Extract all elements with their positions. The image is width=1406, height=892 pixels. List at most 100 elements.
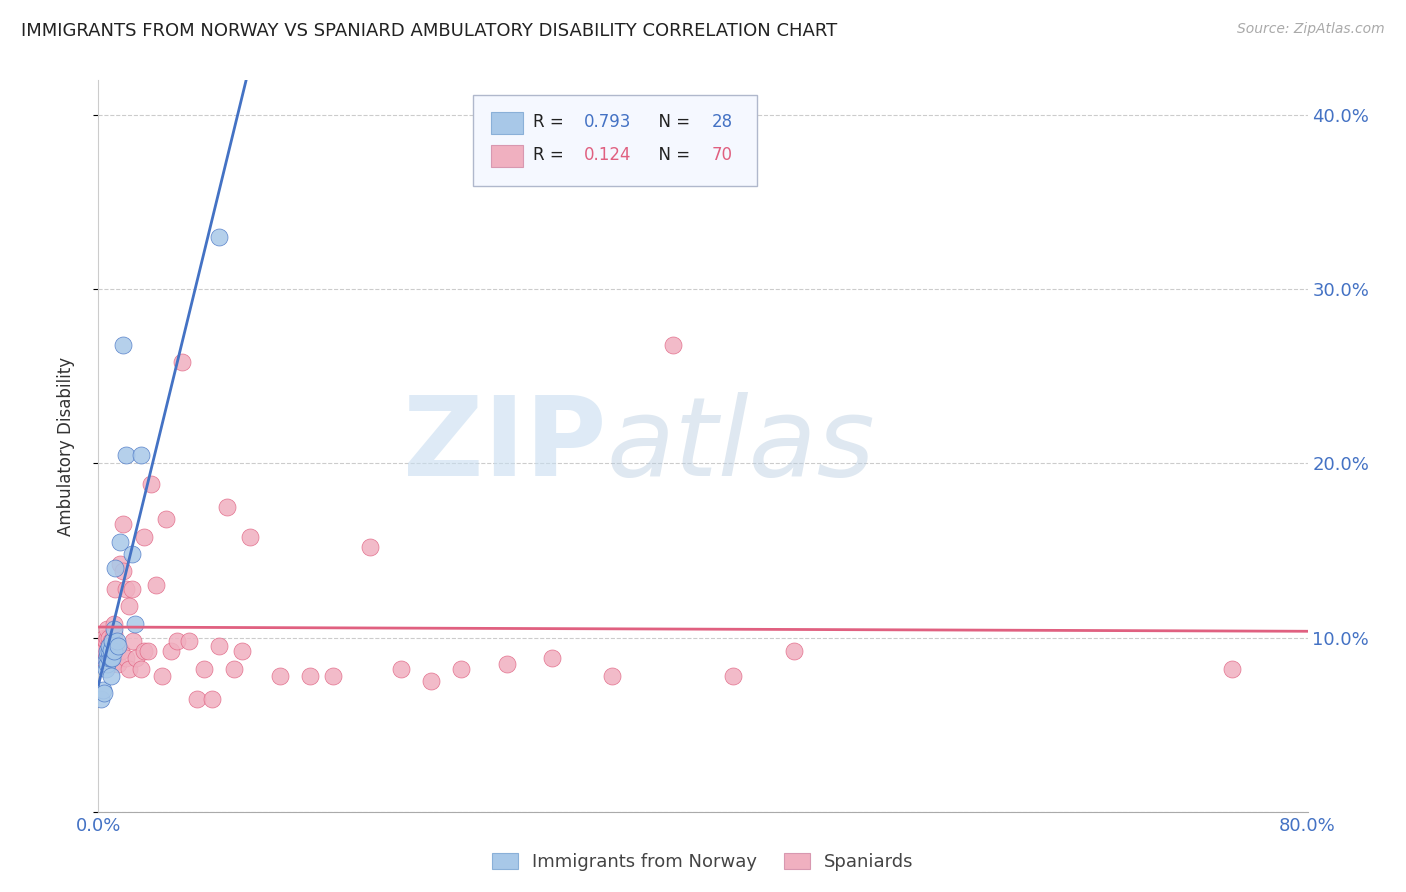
Point — [141, 477, 163, 491]
Point — [104, 582, 127, 596]
Point — [160, 644, 183, 658]
Point — [661, 338, 683, 352]
Point — [121, 547, 143, 561]
Point — [239, 530, 262, 544]
Point — [101, 634, 124, 648]
Point — [495, 657, 517, 671]
Point — [602, 669, 624, 683]
Point — [783, 644, 806, 658]
Point — [1220, 662, 1243, 676]
Point — [111, 565, 134, 579]
Point — [105, 634, 128, 648]
Point — [145, 578, 167, 592]
Point — [94, 653, 117, 667]
Point — [136, 644, 159, 658]
Point — [269, 669, 291, 683]
Point — [129, 662, 152, 676]
Point — [118, 599, 141, 614]
Point — [103, 627, 125, 641]
Point — [450, 662, 472, 676]
Point — [101, 634, 124, 648]
Point — [98, 651, 121, 665]
Point — [118, 662, 141, 676]
Point — [93, 686, 115, 700]
Point — [231, 644, 253, 658]
Point — [100, 634, 122, 648]
Point — [96, 631, 118, 645]
Text: 0.124: 0.124 — [583, 145, 631, 163]
Point — [132, 530, 155, 544]
Point — [166, 634, 188, 648]
Point — [389, 662, 412, 676]
Text: atlas: atlas — [606, 392, 875, 500]
Point — [114, 651, 136, 665]
Text: N =: N = — [648, 145, 695, 163]
Point — [114, 448, 136, 462]
Point — [100, 657, 122, 671]
Text: 70: 70 — [711, 145, 733, 163]
Point — [98, 640, 121, 654]
Point — [94, 634, 117, 648]
Point — [100, 644, 122, 658]
Point — [208, 640, 231, 654]
Point — [103, 644, 125, 658]
Point — [94, 651, 117, 665]
Point — [129, 448, 152, 462]
Point — [94, 662, 117, 676]
Point — [96, 644, 118, 658]
Point — [322, 669, 344, 683]
Point — [98, 631, 121, 645]
FancyBboxPatch shape — [492, 145, 523, 167]
Point — [723, 669, 745, 683]
Point — [103, 644, 125, 658]
Point — [105, 644, 128, 658]
Point — [201, 691, 224, 706]
Point — [150, 669, 173, 683]
Point — [93, 644, 115, 658]
Point — [90, 644, 112, 658]
Point — [540, 651, 562, 665]
Point — [101, 651, 124, 665]
Point — [103, 634, 125, 648]
Point — [101, 644, 124, 658]
Point — [186, 691, 208, 706]
Point — [121, 582, 143, 596]
Point — [155, 512, 177, 526]
Point — [101, 657, 124, 671]
FancyBboxPatch shape — [474, 95, 758, 186]
Point — [100, 669, 122, 683]
Point — [98, 644, 121, 658]
Point — [208, 230, 231, 244]
Point — [111, 338, 134, 352]
Point — [179, 634, 201, 648]
Point — [103, 622, 125, 636]
Point — [215, 500, 238, 514]
Legend: Immigrants from Norway, Spaniards: Immigrants from Norway, Spaniards — [485, 846, 921, 879]
Text: IMMIGRANTS FROM NORWAY VS SPANIARD AMBULATORY DISABILITY CORRELATION CHART: IMMIGRANTS FROM NORWAY VS SPANIARD AMBUL… — [21, 22, 838, 40]
Text: ZIP: ZIP — [404, 392, 606, 500]
Point — [98, 648, 121, 662]
Point — [91, 651, 114, 665]
Text: R =: R = — [533, 145, 569, 163]
Point — [107, 657, 129, 671]
Point — [122, 634, 145, 648]
Point — [91, 682, 114, 697]
Point — [96, 657, 118, 671]
Point — [107, 640, 129, 654]
Text: 0.793: 0.793 — [583, 112, 631, 131]
Point — [100, 651, 122, 665]
Point — [114, 582, 136, 596]
Point — [104, 561, 127, 575]
Text: Source: ZipAtlas.com: Source: ZipAtlas.com — [1237, 22, 1385, 37]
FancyBboxPatch shape — [492, 112, 523, 134]
Point — [420, 674, 443, 689]
Point — [110, 644, 132, 658]
Y-axis label: Ambulatory Disability: Ambulatory Disability — [56, 357, 75, 535]
Point — [108, 534, 131, 549]
Point — [111, 517, 134, 532]
Point — [193, 662, 215, 676]
Point — [170, 355, 193, 369]
Point — [90, 691, 112, 706]
Point — [360, 540, 382, 554]
Text: N =: N = — [648, 112, 695, 131]
